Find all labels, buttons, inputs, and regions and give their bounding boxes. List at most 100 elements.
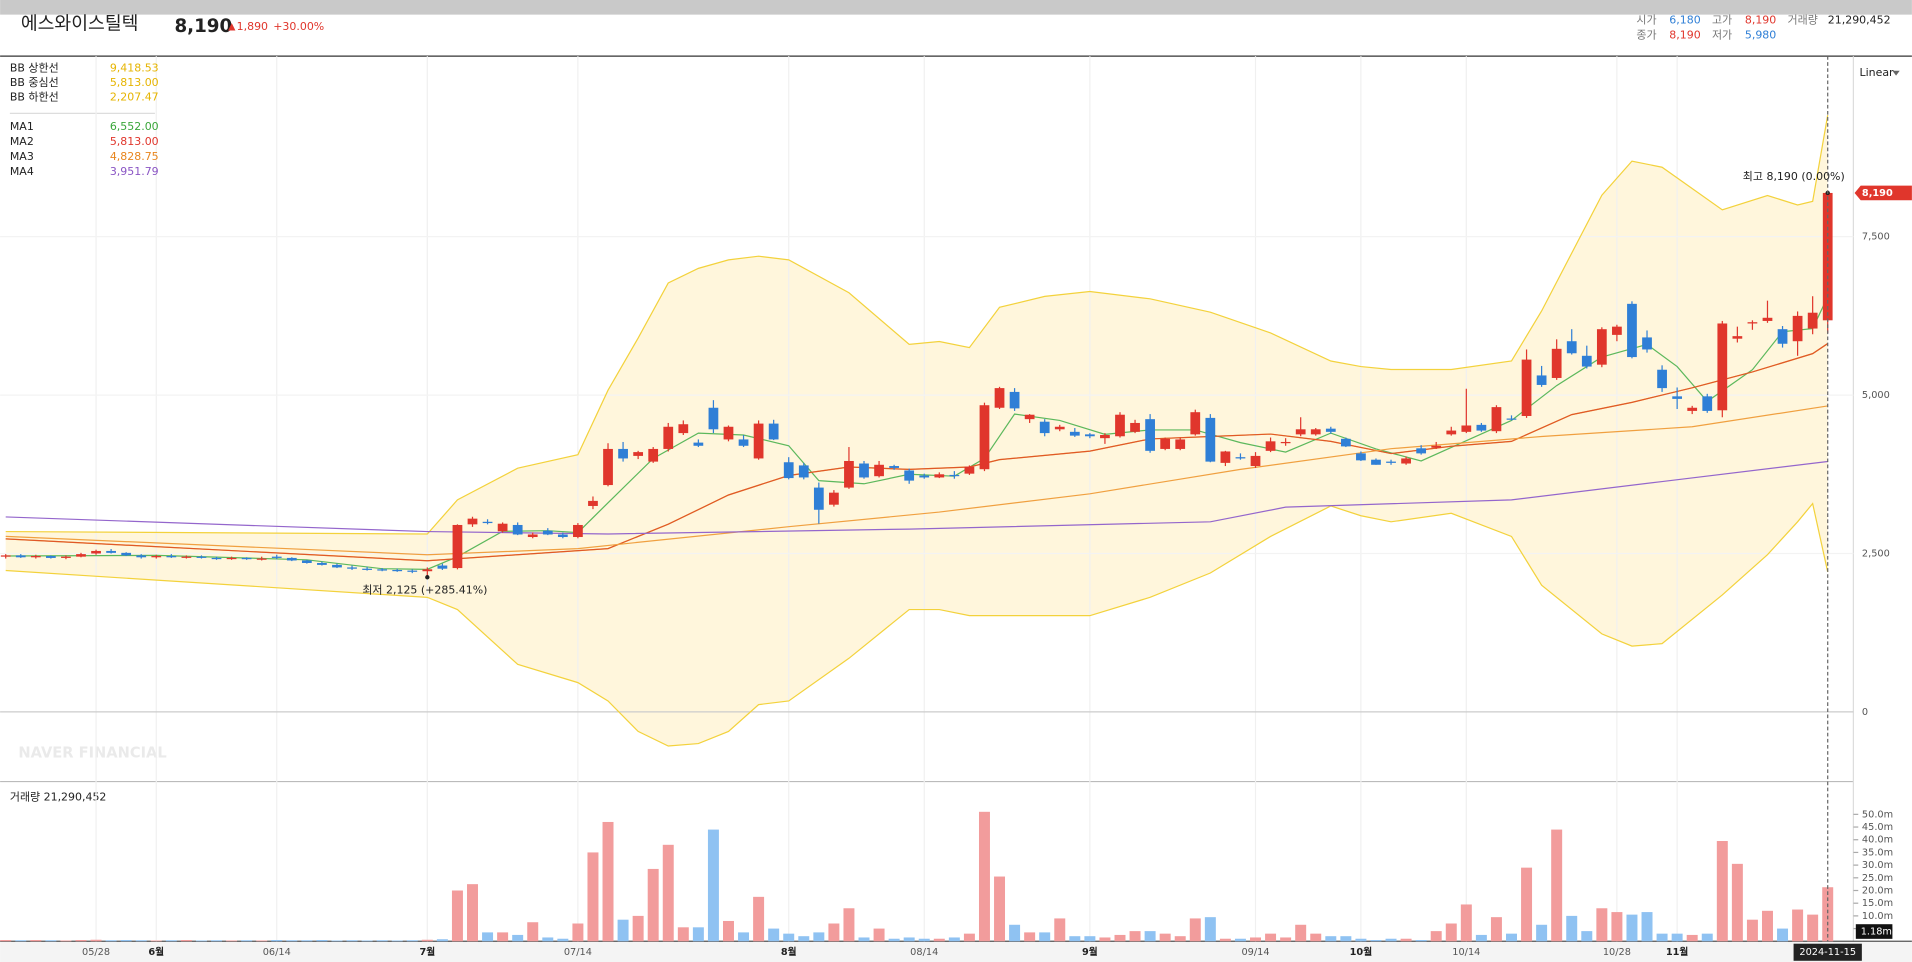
x-tick-label: 05/28	[82, 947, 110, 958]
legend-value: 5,813.00	[110, 76, 159, 89]
volume-bar	[738, 932, 750, 942]
volume-bar	[1581, 931, 1593, 942]
stat-value: 5,980	[1745, 28, 1776, 41]
volume-tick-label: 15.0m	[1862, 898, 1893, 909]
volume-tick-label: 40.0m	[1862, 835, 1893, 846]
volume-bar	[1415, 940, 1427, 942]
candle-body	[1822, 192, 1833, 321]
volume-bar	[1310, 933, 1322, 942]
volume-bar	[406, 940, 418, 942]
candle-body	[1536, 375, 1547, 385]
volume-bar	[1219, 938, 1231, 942]
candle-body	[1356, 453, 1366, 461]
volume-bar	[1370, 940, 1382, 942]
candle-body	[768, 423, 779, 440]
volume-bar	[813, 932, 825, 942]
stat-label: 저가	[1712, 28, 1732, 41]
x-tick-label: 10/28	[1603, 947, 1631, 958]
volume-bar	[1807, 914, 1819, 942]
candle-body	[256, 558, 267, 560]
volume-bar	[1445, 923, 1457, 942]
annotation-dot	[425, 575, 430, 580]
candle-body	[1777, 329, 1788, 344]
legend-value: 4,828.75	[110, 150, 159, 163]
candle-body	[633, 452, 644, 456]
volume-bar	[527, 922, 539, 942]
volume-bar	[180, 940, 192, 942]
candle-body	[1461, 425, 1472, 432]
volume-bar	[828, 923, 840, 942]
candle-body	[542, 530, 553, 535]
bollinger-fill	[5, 115, 1828, 746]
candle-body	[181, 556, 192, 558]
volume-bar	[1731, 863, 1743, 942]
volume-bar	[1566, 915, 1578, 942]
candle-body	[1401, 458, 1411, 464]
candle-body	[76, 554, 86, 557]
candle-body	[482, 521, 493, 524]
y-tick-label: 5,000	[1862, 390, 1890, 401]
volume-bar	[1746, 919, 1758, 942]
candle-body	[1100, 434, 1110, 439]
y-tick-label: 0	[1862, 707, 1868, 718]
volume-bar	[557, 938, 569, 942]
scale-mode[interactable]: Linear	[1859, 66, 1894, 79]
volume-bar	[482, 932, 494, 942]
volume-bar	[256, 940, 268, 942]
candle-body	[1416, 448, 1427, 454]
x-tick-label: 08/14	[910, 947, 938, 958]
volume-bar	[150, 940, 162, 942]
volume-bar	[60, 940, 72, 942]
volume-bar	[903, 937, 915, 942]
candle-body	[1054, 426, 1065, 430]
stat-label: 거래량	[1788, 14, 1818, 27]
candle-body	[648, 448, 659, 462]
volume-bar	[1521, 867, 1533, 942]
volume-bar	[632, 915, 644, 942]
candle-body	[1160, 438, 1171, 449]
volume-bar	[211, 940, 223, 942]
legend-name: MA2	[10, 135, 34, 148]
candle-body	[573, 524, 583, 538]
volume-tick-label: 10.0m	[1862, 911, 1893, 922]
candle-body	[1130, 422, 1140, 432]
legend-value: 6,552.00	[110, 120, 159, 133]
volume-bar	[105, 940, 117, 942]
candle-body	[1115, 414, 1125, 437]
volume-bar	[1129, 931, 1141, 942]
candle-body	[1386, 461, 1396, 463]
candle-body	[362, 568, 372, 570]
candle-body	[1280, 441, 1291, 444]
candle-body	[1762, 317, 1773, 321]
candle-body	[15, 555, 26, 558]
volume-bar	[1686, 934, 1698, 942]
candle-body	[1596, 329, 1607, 365]
candle-body	[708, 407, 719, 430]
volume-bar	[346, 940, 358, 942]
volume-bar	[1626, 914, 1638, 942]
ma-line	[5, 460, 1828, 535]
legend-name: BB 상한선	[10, 61, 59, 74]
stock-price: 8,190	[174, 16, 232, 37]
candle-body	[588, 500, 598, 506]
candle-body	[1175, 439, 1186, 449]
candle-body	[1446, 430, 1457, 435]
volume-bar	[316, 940, 328, 942]
candle-body	[1491, 407, 1502, 432]
candle-body	[1672, 396, 1683, 399]
volume-bar	[45, 940, 57, 942]
stat-label: 시가	[1636, 14, 1656, 27]
ma-line	[5, 405, 1828, 556]
volume-bar	[647, 868, 659, 942]
dropdown-caret[interactable]	[1892, 70, 1900, 76]
volume-bar	[602, 821, 614, 942]
volume-bar	[30, 940, 42, 942]
candle-body	[452, 524, 463, 569]
volume-bar	[948, 937, 960, 942]
candle-body	[271, 556, 282, 558]
volume-bar	[1355, 938, 1367, 942]
volume-tag-bg	[1855, 924, 1893, 939]
volume-bar	[572, 923, 584, 942]
volume-bar	[1385, 938, 1397, 942]
